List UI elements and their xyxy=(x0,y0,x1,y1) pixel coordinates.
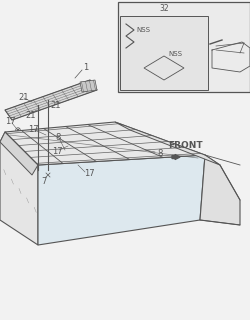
Circle shape xyxy=(144,149,145,151)
Bar xyxy=(120,16,207,90)
Text: NSS: NSS xyxy=(167,51,181,57)
Text: 21: 21 xyxy=(18,93,28,102)
Polygon shape xyxy=(80,80,96,92)
Text: 17: 17 xyxy=(5,117,15,126)
Polygon shape xyxy=(38,155,204,245)
Text: 17: 17 xyxy=(84,170,94,179)
Text: 1: 1 xyxy=(83,63,88,73)
Text: 8: 8 xyxy=(55,133,60,142)
Polygon shape xyxy=(5,80,96,120)
Text: NSS: NSS xyxy=(136,27,149,33)
Text: 17: 17 xyxy=(28,125,38,134)
Text: 32: 32 xyxy=(158,4,168,13)
Circle shape xyxy=(47,136,48,138)
Circle shape xyxy=(47,101,48,103)
Circle shape xyxy=(77,161,78,163)
FancyArrow shape xyxy=(171,155,179,159)
Bar xyxy=(118,2,249,92)
Text: 21: 21 xyxy=(50,100,60,109)
Text: 7: 7 xyxy=(41,178,46,187)
Text: 21: 21 xyxy=(25,110,35,119)
Circle shape xyxy=(64,149,66,151)
Polygon shape xyxy=(199,155,239,225)
Text: 17: 17 xyxy=(52,148,62,156)
Circle shape xyxy=(37,106,38,108)
Circle shape xyxy=(69,144,70,146)
Polygon shape xyxy=(0,132,38,245)
Text: 8: 8 xyxy=(156,148,162,157)
Polygon shape xyxy=(5,122,204,165)
Circle shape xyxy=(17,129,19,131)
Polygon shape xyxy=(0,132,38,175)
Text: FRONT: FRONT xyxy=(167,140,202,149)
Polygon shape xyxy=(114,122,219,165)
